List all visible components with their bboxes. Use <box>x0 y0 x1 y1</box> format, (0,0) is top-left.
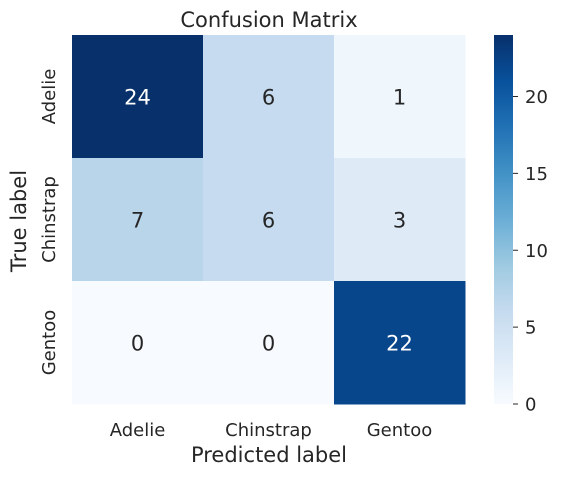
x-tick-label: Adelie <box>110 420 166 441</box>
y-tick-label: Adelie <box>39 69 60 125</box>
heatmap-cell <box>203 158 335 282</box>
cell-value-label: 1 <box>393 86 406 110</box>
heatmap-cell <box>334 158 466 282</box>
x-tick-label: Gentoo <box>367 420 433 441</box>
colorbar-tick-label: 20 <box>525 87 548 108</box>
colorbar <box>494 35 513 404</box>
heatmap-cell <box>72 158 204 282</box>
cell-value-label: 24 <box>124 86 151 110</box>
colorbar-tick-label: 0 <box>525 395 536 416</box>
cell-value-label: 0 <box>262 332 275 356</box>
x-tick-label: Chinstrap <box>225 420 312 441</box>
heatmap-cells <box>72 35 466 405</box>
cell-value-label: 6 <box>262 86 275 110</box>
x-axis-label: Predicted label <box>191 443 347 467</box>
heatmap-cell <box>334 281 466 405</box>
colorbar-ticks: 0 5 10 15 20 <box>513 87 548 416</box>
cell-value-label: 7 <box>131 209 144 233</box>
heatmap-cell <box>72 281 204 405</box>
cell-value-label: 3 <box>393 209 406 233</box>
cell-value-label: 6 <box>262 209 275 233</box>
heatmap-cell <box>72 35 204 159</box>
colorbar-tick-label: 10 <box>525 241 548 262</box>
x-tick-labels: Adelie Chinstrap Gentoo <box>110 420 433 441</box>
heatmap-cell-labels: 24 6 1 7 6 3 0 0 22 <box>124 86 413 356</box>
heatmap-cell <box>203 35 335 159</box>
y-tick-label: Gentoo <box>39 310 60 376</box>
cell-value-label: 0 <box>131 332 144 356</box>
y-tick-labels: Adelie Chinstrap Gentoo <box>39 69 60 376</box>
colorbar-tick-label: 5 <box>525 318 536 339</box>
heatmap-cell <box>334 35 466 159</box>
heatmap-cell <box>203 281 335 405</box>
colorbar-tick-label: 15 <box>525 164 548 185</box>
cell-value-label: 22 <box>386 332 413 356</box>
y-axis-label: True label <box>7 170 31 273</box>
y-tick-label: Chinstrap <box>39 176 60 263</box>
chart-title: Confusion Matrix <box>180 8 357 32</box>
